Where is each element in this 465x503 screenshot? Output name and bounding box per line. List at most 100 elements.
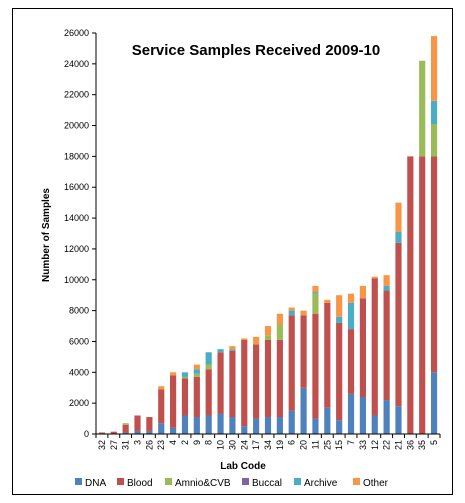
bar-segment <box>395 242 402 407</box>
bar-segment <box>193 373 200 377</box>
stacked-bar-chart: Service Samples Received 2009-10 Number … <box>41 28 441 489</box>
bar-segment <box>158 386 165 390</box>
bar-segment <box>181 415 189 434</box>
bar-segment <box>170 375 177 428</box>
x-tick-label: 33 <box>358 440 368 450</box>
legend: DNA Blood Amnio&CVB Buccal Archive Other <box>75 478 389 489</box>
x-tick-label: 12 <box>370 440 380 450</box>
bar-segment <box>241 426 248 434</box>
y-axis-title: Number of Samples <box>41 188 52 282</box>
bar-segment <box>371 278 378 416</box>
bar-segment <box>383 290 390 401</box>
bar-segment <box>264 339 272 418</box>
legend-label: DNA <box>85 478 106 489</box>
bar-segment <box>205 369 212 416</box>
bar-segment <box>181 378 189 416</box>
x-tick-label: 20 <box>299 440 309 450</box>
legend-swatch <box>117 478 124 485</box>
bar-segment <box>205 352 212 365</box>
x-tick-label: 3 <box>133 440 143 445</box>
bar-segment <box>146 417 153 431</box>
bar-segment <box>383 285 390 291</box>
y-tick-label: 26000 <box>64 28 89 38</box>
bar-segment <box>134 430 141 434</box>
legend-swatch <box>353 478 360 485</box>
bar-segment <box>288 310 295 316</box>
x-tick-label: 30 <box>227 440 237 450</box>
bar-segment <box>158 423 165 434</box>
y-tick-label: 8000 <box>69 306 89 316</box>
bar-segment <box>371 415 378 434</box>
bar-segment <box>407 156 414 434</box>
x-tick-label: 32 <box>97 440 107 450</box>
bar-segment <box>253 344 260 419</box>
bar-segment <box>300 387 307 434</box>
bar-segment <box>193 376 200 418</box>
legend-swatch <box>165 478 172 485</box>
legend-label: Blood <box>127 478 153 489</box>
bar-segment <box>383 400 390 434</box>
bar-segment <box>324 299 331 303</box>
bar-segment <box>217 413 224 434</box>
bar-segment <box>122 432 129 434</box>
x-tick-label: 36 <box>405 440 415 450</box>
bar-segment <box>312 418 319 434</box>
bar-segment <box>193 417 200 434</box>
bar-segment <box>395 202 402 232</box>
y-tick-label: 16000 <box>64 182 89 192</box>
bar-segment <box>110 431 117 434</box>
bar-segment <box>181 372 189 377</box>
bar-segment <box>98 432 106 434</box>
bar-segment <box>122 424 129 433</box>
bar-segment <box>288 307 295 311</box>
x-axis-title: Lab Code <box>220 461 266 472</box>
bar-segment <box>336 316 343 323</box>
legend-label: Amnio&CVB <box>175 478 231 489</box>
bar-segment <box>300 315 307 388</box>
y-tick-label: 24000 <box>64 59 89 69</box>
x-tick-label: 7 <box>346 440 356 445</box>
x-tick-label: 10 <box>216 440 226 450</box>
bar-segment <box>122 423 129 425</box>
bar-segment <box>288 315 295 411</box>
bar-segment <box>158 389 165 424</box>
bar-segment <box>229 417 236 434</box>
x-tick-label: 5 <box>429 440 439 445</box>
chart-frame: Service Samples Received 2009-10 Number … <box>12 8 453 495</box>
bar-segment <box>419 60 426 157</box>
x-axis-ticks: 32 27 31 3 26 23 4 2 9 8 10 30 24 17 34 19 6 20 11 25 15 7 33 1… <box>95 434 441 450</box>
x-tick-label: 17 <box>251 440 261 450</box>
y-tick-label: 4000 <box>69 367 89 377</box>
bar-segment <box>347 293 355 303</box>
bar-segment <box>229 350 236 418</box>
bar-segment <box>430 124 438 157</box>
bar-segment <box>312 285 319 293</box>
x-tick-label: 23 <box>156 440 166 450</box>
bar-segment <box>419 156 426 434</box>
bar-segment <box>312 313 319 419</box>
x-tick-label: 9 <box>192 440 202 445</box>
x-tick-label: 35 <box>417 440 427 450</box>
bar-segment <box>205 415 212 434</box>
x-tick-label: 11 <box>310 440 320 449</box>
x-tick-label: 24 <box>239 440 249 450</box>
bar-segment <box>181 376 189 379</box>
legend-swatch <box>294 478 301 485</box>
bar-segment <box>430 156 438 373</box>
x-tick-label: 26 <box>144 440 154 450</box>
bar-segment <box>205 364 212 370</box>
y-tick-label: 20000 <box>64 121 89 131</box>
bar-segment <box>312 292 319 294</box>
bar-segment <box>276 417 283 434</box>
chart-title: Service Samples Received 2009-10 <box>132 42 381 59</box>
bar-series <box>98 36 438 434</box>
bar-segment <box>312 293 319 314</box>
legend-swatch <box>242 478 249 485</box>
bar-segment <box>359 396 366 434</box>
bar-segment <box>324 407 331 434</box>
x-tick-label: 19 <box>275 440 285 450</box>
bar-segment <box>347 329 355 394</box>
bar-segment <box>359 285 366 299</box>
y-tick-label: 2000 <box>69 398 89 408</box>
bar-segment <box>170 372 177 376</box>
